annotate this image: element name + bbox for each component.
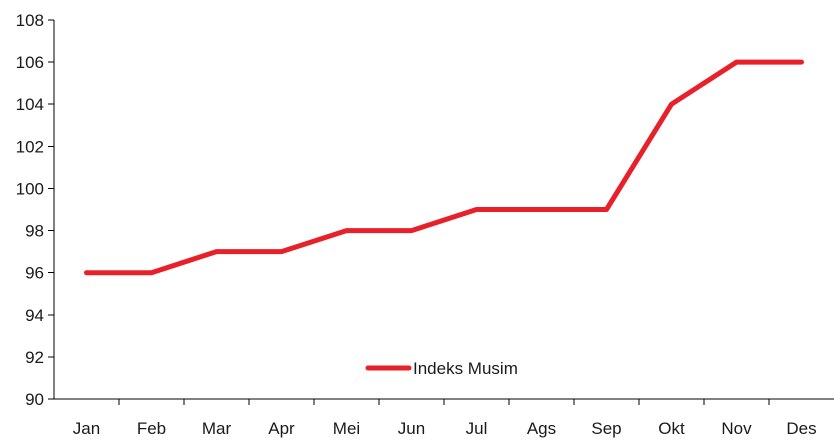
- y-tick-label: 108: [16, 11, 44, 30]
- series-lines: [84, 59, 804, 276]
- y-tick-label: 90: [25, 390, 44, 409]
- x-tick-label: Ags: [527, 419, 556, 438]
- y-tick-label: 104: [16, 95, 44, 114]
- x-tick-label: Okt: [658, 419, 685, 438]
- y-tick-label: 98: [25, 222, 44, 241]
- y-tick-label: 106: [16, 53, 44, 72]
- x-tick-label: Jul: [466, 419, 488, 438]
- y-tick-label: 96: [25, 264, 44, 283]
- x-tick-label: Jan: [73, 419, 100, 438]
- x-tick-label: Jun: [398, 419, 425, 438]
- legend: Indeks Musim: [365, 359, 518, 378]
- series-line: [84, 59, 804, 276]
- x-tick-label: Mei: [333, 419, 360, 438]
- y-tick-label: 100: [16, 179, 44, 198]
- y-axis-ticks: 90 92 94 96 98 100 102 104 106 108: [16, 11, 54, 409]
- x-tick-label: Apr: [268, 419, 295, 438]
- y-tick-label: 102: [16, 137, 44, 156]
- x-tick-label: Nov: [721, 419, 752, 438]
- x-tick-label: Des: [786, 419, 816, 438]
- x-tick-label: Sep: [591, 419, 621, 438]
- x-tick-label: Feb: [137, 419, 166, 438]
- x-tick-label: Mar: [202, 419, 232, 438]
- y-tick-label: 92: [25, 348, 44, 367]
- y-tick-label: 94: [25, 306, 44, 325]
- legend-label: Indeks Musim: [413, 359, 518, 378]
- x-axis-ticks: Jan Feb Mar Apr Mei Jun Jul Ags Sep Okt Nov Des: [73, 399, 817, 438]
